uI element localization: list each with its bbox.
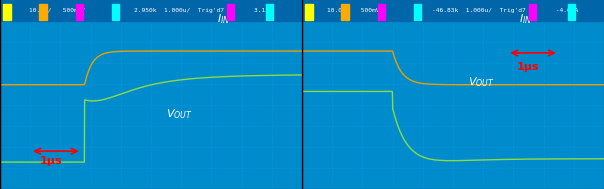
Bar: [378, 4, 385, 20]
Text: 1µs: 1µs: [39, 156, 62, 167]
Bar: [341, 4, 349, 20]
Bar: [414, 4, 422, 20]
Text: $V_{OUT}$: $V_{OUT}$: [166, 107, 193, 121]
Bar: [266, 4, 273, 20]
Bar: [3, 4, 11, 20]
Text: $I_{IN}$: $I_{IN}$: [217, 13, 231, 26]
Bar: [226, 4, 234, 20]
Bar: [528, 4, 536, 20]
Text: 10.0A/   500mV/             -46.83k  1.000u/  Trig'd7  F     -4.63A: 10.0A/ 500mV/ -46.83k 1.000u/ Trig'd7 F …: [327, 8, 579, 13]
Text: 10.0A/   500mV/             2.950k  1.000u/  Trig'd7  F     3.13A: 10.0A/ 500mV/ 2.950k 1.000u/ Trig'd7 F 3…: [29, 8, 273, 13]
Bar: [39, 4, 47, 20]
Bar: [568, 4, 575, 20]
Bar: [302, 0, 604, 21]
Bar: [112, 4, 120, 20]
Text: 1µs: 1µs: [516, 62, 539, 72]
Bar: [305, 4, 313, 20]
Text: $V_{OUT}$: $V_{OUT}$: [468, 75, 495, 89]
Bar: [0, 0, 302, 21]
Text: $I_{IN}$: $I_{IN}$: [519, 13, 533, 26]
Bar: [76, 4, 83, 20]
